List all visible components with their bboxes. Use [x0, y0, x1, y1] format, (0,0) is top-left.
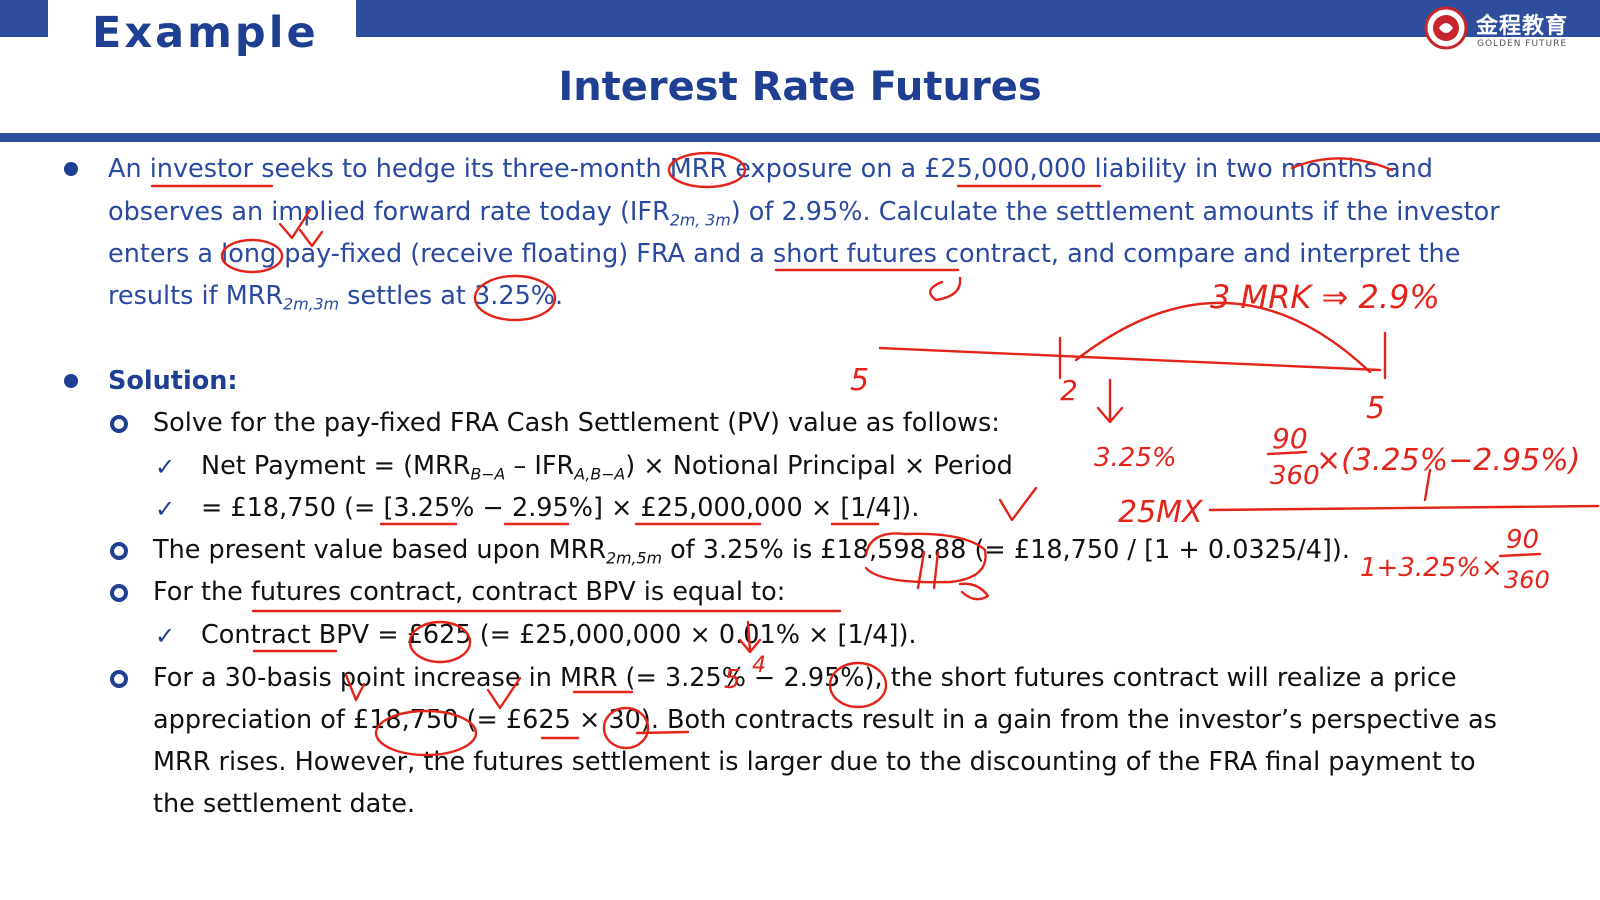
pv-text: of 3.25% is £18,598.88 (= £18,750 / [1 +… [661, 535, 1350, 565]
ring-bullet-icon [110, 542, 128, 560]
svg-text:1+3.25%×: 1+3.25%× [1360, 553, 1503, 583]
ring-bullet-icon [110, 584, 128, 602]
formula-text: ) × Notional Principal × Period [625, 451, 1013, 481]
svg-text:25MX: 25MX [1118, 495, 1204, 530]
pv-subscript: 2m,5m [606, 548, 662, 568]
svg-text:90: 90 [1506, 525, 1539, 555]
net-payment-value: = £18,750 (= [3.25% − 2.95%] × £25,000,0… [201, 493, 920, 523]
question-line-2: observes an implied forward rate today (… [108, 197, 1500, 228]
solution-point-4-line-3: MRR rises. However, the futures settleme… [153, 747, 1476, 777]
solution-bullet-icon [64, 374, 78, 388]
solution-point-3: For the futures contract, contract BPV i… [153, 577, 786, 607]
svg-text:3 MRK ⇒ 2.9%: 3 MRK ⇒ 2.9% [1210, 278, 1440, 316]
pv-text: The present value based upon MRR [153, 535, 607, 565]
contract-bpv-formula: Contract BPV = £625 (= £25,000,000 × 0.0… [201, 620, 917, 650]
ifr-subscript: 2m, 3m [669, 210, 731, 230]
formula-text: – IFR [505, 451, 575, 481]
question-line-3: enters a long pay-fixed (receive floatin… [108, 239, 1461, 269]
solution-point-4-line-4: the settlement date. [153, 789, 416, 819]
svg-text:×(3.25%−2.95%): ×(3.25%−2.95%) [1316, 443, 1580, 478]
ring-bullet-icon [110, 670, 128, 688]
header-bar-left [0, 0, 48, 37]
net-payment-formula: Net Payment = (MRRB−A – IFRA,B−A) × Noti… [201, 451, 1013, 482]
check-mark-icon: ✓ [155, 495, 176, 523]
logo: 金程教育 GOLDEN FUTURE [1424, 6, 1594, 52]
question-text: results if MRR [108, 281, 284, 311]
formula-text: Net Payment = (MRR [201, 451, 471, 481]
question-text: observes an implied forward rate today (… [108, 197, 670, 227]
solution-point-4-line-2: appreciation of £18,750 (= £625 × 30). B… [153, 705, 1497, 735]
page-title: Interest Rate Futures [558, 64, 1042, 110]
svg-text:360: 360 [1270, 461, 1320, 491]
svg-text:2: 2 [1060, 374, 1078, 407]
formula-subscript: A,B−A [574, 464, 626, 484]
logo-emblem-icon [1424, 6, 1468, 50]
svg-text:5: 5 [850, 363, 869, 398]
question-bullet-icon [64, 162, 78, 176]
svg-text:5: 5 [1366, 391, 1385, 426]
check-mark-icon: ✓ [155, 622, 176, 650]
question-text: settles at 3.25%. [339, 281, 564, 311]
question-text: enters a long pay-fixed (receive floatin… [108, 239, 1461, 269]
question-text: ) of 2.95%. Calculate the settlement amo… [730, 197, 1500, 227]
logo-text-cn: 金程教育 [1476, 14, 1569, 39]
formula-subscript: B−A [470, 464, 506, 484]
solution-point-4-line-1: For a 30-basis point increase in MRR (= … [153, 663, 1457, 693]
svg-text:3.25%: 3.25% [1094, 443, 1177, 473]
solution-heading: Solution: [108, 366, 238, 396]
svg-text:90: 90 [1272, 422, 1308, 455]
question-line-1: An investor seeks to hedge its three-mon… [108, 154, 1433, 184]
question-text: An investor seeks to hedge its three-mon… [108, 154, 1433, 184]
check-mark-icon: ✓ [155, 453, 176, 481]
title-divider [0, 133, 1600, 142]
question-line-4: results if MRR2m,3m settles at 3.25%. [108, 281, 564, 312]
svg-text:360: 360 [1504, 566, 1550, 594]
mrr-subscript: 2m,3m [283, 294, 340, 314]
ring-bullet-icon [110, 415, 128, 433]
solution-point-1: Solve for the pay-fixed FRA Cash Settlem… [153, 408, 1000, 438]
solution-point-2: The present value based upon MRR2m,5m of… [153, 535, 1350, 566]
section-title: Example [92, 8, 319, 58]
logo-text-en: GOLDEN FUTURE [1477, 39, 1568, 49]
header-bar-right [356, 0, 1600, 37]
